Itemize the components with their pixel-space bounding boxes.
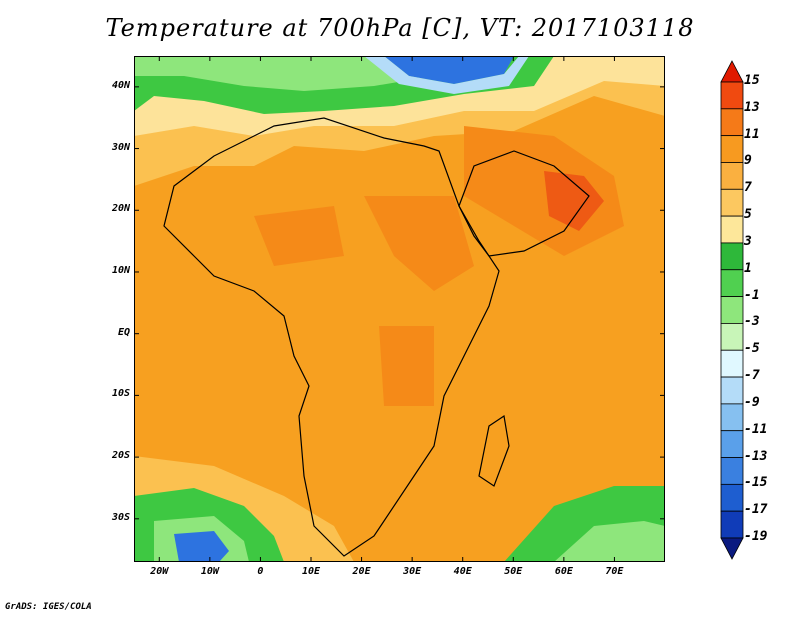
- colorbar-label: -7: [744, 368, 760, 384]
- lon-label: 0: [257, 566, 264, 577]
- lon-label: 10E: [301, 566, 321, 577]
- colorbar-label: -13: [744, 448, 768, 464]
- temperature-map: [134, 56, 665, 562]
- lat-label: 10N: [111, 264, 130, 276]
- colorbar-swatch: [720, 188, 744, 217]
- colorbar-label: 11: [744, 126, 760, 142]
- lon-label: 40E: [453, 566, 472, 577]
- colorbar-label: 13: [744, 99, 760, 115]
- colorbar-label: 5: [744, 207, 752, 223]
- colorbar-swatch: [720, 376, 744, 405]
- lon-label: 50E: [504, 566, 523, 577]
- lat-label: EQ: [117, 326, 130, 338]
- lat-label: 20N: [111, 203, 130, 215]
- map-title: Temperature at 700hPa [C], VT: 201710311…: [105, 14, 695, 42]
- lat-label: 40N: [111, 79, 130, 91]
- field-hot-arabia-core: [544, 171, 604, 231]
- colorbar-swatch: [720, 108, 744, 137]
- field-southeast-lightgreen: [554, 521, 665, 562]
- colorbar-label: -9: [744, 394, 760, 410]
- field-north-paleblue: [364, 56, 529, 94]
- colorbar-swatch: [720, 483, 744, 512]
- lon-label: 70E: [605, 566, 624, 577]
- tick-marks: [134, 56, 665, 562]
- colorbar-label: 7: [744, 180, 752, 196]
- lat-label: 30N: [111, 141, 130, 153]
- colorbar-swatch: [720, 215, 744, 244]
- africa-outline: [163, 117, 500, 557]
- colorbar-swatch: [720, 242, 744, 271]
- colorbar-swatch: [720, 60, 744, 83]
- colorbar-label: -17: [744, 502, 768, 518]
- colorbar-swatch: [720, 135, 744, 163]
- colorbar-label: -1: [744, 287, 760, 303]
- colorbar-label: 3: [744, 233, 752, 249]
- colorbar-swatch: [720, 81, 744, 110]
- colorbar-swatch: [720, 349, 744, 378]
- lon-label: 60E: [554, 566, 573, 577]
- colorbar-swatch: [720, 162, 744, 190]
- colorbar-label: 1: [744, 260, 752, 276]
- field-hot-eastafrica: [379, 326, 434, 406]
- colorbar-label: -5: [744, 341, 760, 357]
- madagascar-outline: [478, 414, 510, 487]
- colorbar: [720, 60, 744, 560]
- field-north-blue: [384, 56, 514, 84]
- lat-label: 30S: [111, 511, 130, 523]
- colorbar-swatch: [720, 269, 744, 297]
- lon-label: 20E: [352, 566, 371, 577]
- colorbar-label: 15: [744, 73, 760, 88]
- colorbar-swatch: [720, 296, 744, 324]
- colorbar-swatch: [720, 457, 744, 485]
- colorbar-label: -15: [744, 475, 768, 491]
- colorbar-label: 9: [744, 153, 752, 169]
- lat-label: 10S: [111, 388, 130, 400]
- colorbar-swatch: [720, 430, 744, 458]
- colorbar-label: -11: [744, 421, 768, 437]
- colorbar-swatch: [720, 323, 744, 351]
- colorbar-label: -19: [744, 529, 768, 544]
- map-border: [134, 56, 665, 562]
- field-hot-sudan: [364, 196, 474, 291]
- colorbar-swatch: [720, 510, 744, 539]
- colorbar-label: -3: [744, 314, 760, 330]
- field-hot-sahel: [254, 206, 344, 266]
- lon-label: 30E: [403, 566, 422, 577]
- lon-label: 20W: [150, 566, 169, 577]
- colorbar-swatch: [720, 403, 744, 432]
- colorbar-swatch: [720, 537, 744, 560]
- credit-text: GrADS: IGES/COLA: [5, 602, 92, 612]
- field-south-blue: [174, 531, 229, 562]
- lon-label: 10W: [200, 566, 219, 577]
- arabia-outline: [458, 150, 590, 257]
- lat-label: 20S: [111, 450, 130, 462]
